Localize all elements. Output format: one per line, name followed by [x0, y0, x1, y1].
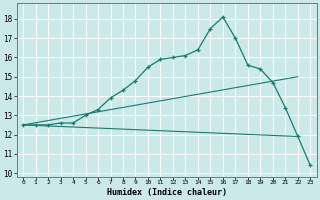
X-axis label: Humidex (Indice chaleur): Humidex (Indice chaleur) — [107, 188, 227, 197]
